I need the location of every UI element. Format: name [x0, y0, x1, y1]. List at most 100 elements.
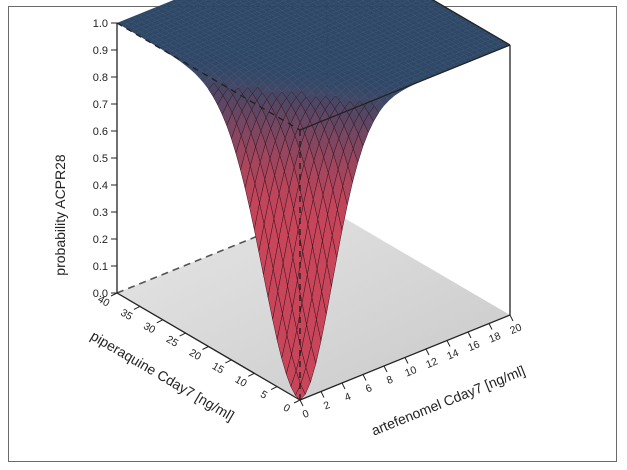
y-tick-label: 5	[258, 388, 269, 401]
y-tick-label: 15	[210, 360, 226, 376]
z-axis-title: probability ACPR28	[52, 154, 68, 276]
surface-cell	[197, 47, 208, 53]
top-left-dashed-edge	[116, 22, 301, 131]
surface-cell	[240, 56, 251, 63]
y-tick-mark	[293, 399, 301, 404]
surface-cell	[281, 0, 287, 2]
x-tick-mark	[383, 365, 388, 373]
y-tick-label: 40	[95, 293, 111, 309]
surface-cell	[220, 24, 231, 30]
y-tick-mark	[270, 386, 278, 391]
surface-cell	[410, 10, 421, 16]
surface-cell	[158, 3, 170, 9]
surface-cell	[252, 77, 264, 88]
surface-cell	[220, 19, 232, 25]
x-tick-label: 16	[466, 338, 481, 354]
surface-cell	[131, 23, 142, 30]
z-tick-label: 0.0	[93, 288, 108, 300]
surface-cell	[398, 60, 409, 66]
y-tick-label: 30	[141, 320, 157, 336]
surface-cell	[148, 7, 159, 14]
surface-cell	[171, 53, 183, 59]
surface-cell	[250, 57, 261, 63]
x-tick-mark	[509, 314, 514, 322]
y-tick-mark	[110, 292, 118, 297]
x-tick-mark	[488, 323, 493, 330]
y-tick-mark	[156, 319, 164, 324]
surface-cell	[127, 16, 138, 22]
surface-cell	[192, 44, 204, 50]
surface-cell	[245, 23, 256, 29]
surface-cell	[213, 35, 225, 41]
surface-cell	[414, 0, 421, 2]
surface-cell	[219, 66, 230, 74]
surface-cell	[237, 0, 242, 1]
x-tick-mark	[341, 382, 346, 390]
surface-cell	[149, 34, 160, 40]
surface-cell	[178, 41, 189, 47]
surface-cell	[207, 42, 219, 48]
x-tick-label: 12	[424, 355, 439, 371]
y-tick-mark	[225, 359, 232, 364]
surface-cell	[161, 16, 173, 22]
surface-cell	[277, 5, 288, 11]
x-tick-mark	[446, 340, 451, 347]
surface-cell	[178, 36, 190, 42]
surface-cell	[168, 40, 179, 46]
surface-cell	[201, 0, 208, 2]
surface-cell	[218, 38, 229, 44]
surface-cell	[159, 35, 170, 41]
z-tick-label: 0.5	[93, 153, 108, 165]
x-tick-label: 0	[301, 408, 311, 421]
surface-cell	[152, 15, 163, 21]
surface-cell	[194, 0, 205, 4]
surface-cell	[192, 0, 197, 1]
surface-cell	[170, 26, 181, 32]
surface-cell	[199, 32, 210, 38]
surface-cell	[189, 32, 200, 38]
surface-cell	[199, 65, 211, 74]
surface-cell	[242, 42, 253, 48]
surface-cell	[208, 73, 220, 84]
surface-cell	[295, 383, 306, 401]
y-tick-label: 10	[233, 374, 249, 390]
surface-cell	[230, 19, 242, 25]
surface-cell	[406, 0, 410, 1]
surface-cell	[234, 27, 246, 33]
surface-cell	[222, 4, 234, 11]
y-tick-mark	[202, 346, 209, 350]
surface-cell	[203, 40, 214, 46]
surface-cell	[233, 77, 244, 89]
floor-back-edge	[116, 207, 328, 294]
surface-cell	[167, 45, 179, 51]
y-tick-label: 35	[118, 307, 134, 323]
surface-cell	[200, 59, 211, 67]
surface-cell	[180, 21, 192, 28]
surface-cell	[182, 7, 194, 13]
surface-cell	[251, 11, 263, 17]
surface-cell	[228, 34, 240, 40]
surface-cell	[376, 1, 388, 7]
x-tick-mark	[362, 374, 367, 381]
surface-cell	[203, 0, 215, 5]
surface-cell	[246, 0, 253, 2]
y-tick-mark	[133, 305, 141, 310]
surface-cell	[218, 73, 230, 83]
surface-cell	[150, 29, 161, 35]
x-tick-label: 4	[343, 391, 353, 404]
surface-cell	[182, 12, 193, 18]
surface-cell	[229, 66, 240, 74]
surface-cell	[192, 8, 204, 14]
surface-cell	[199, 27, 211, 33]
surface-cell	[186, 51, 198, 57]
surface-cell	[210, 55, 222, 61]
surface-cell	[189, 65, 201, 74]
surface-cell	[181, 17, 193, 23]
surface-cell	[209, 28, 221, 34]
surface-cell	[243, 70, 254, 79]
surface-cell	[250, 52, 262, 58]
surface-cell	[182, 48, 193, 55]
z-tick-label: 0.7	[93, 99, 108, 111]
surface-cell	[173, 6, 184, 13]
